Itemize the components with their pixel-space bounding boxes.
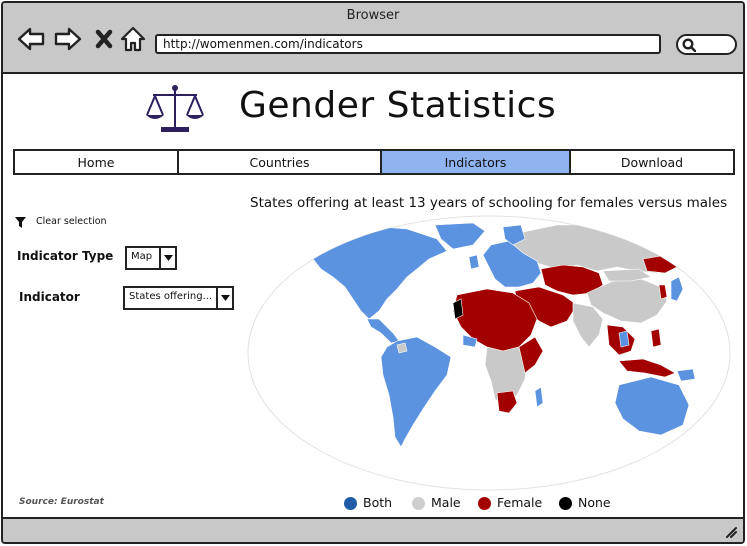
filter-icon (15, 217, 26, 228)
region-new-zealand[interactable] (700, 426, 710, 446)
search-icon (682, 38, 696, 52)
region-scandinavia[interactable] (502, 224, 526, 246)
legend-dot (412, 497, 425, 510)
legend-label: None (578, 495, 611, 510)
resize-grip-icon[interactable] (723, 524, 737, 538)
legend-label: Both (363, 495, 393, 510)
legend-dot (478, 497, 491, 510)
forward-arrow-icon[interactable] (54, 25, 82, 53)
browser-chrome: Browser http://womenmen.com/indicators (3, 3, 743, 74)
indicator-select[interactable]: States offering... (123, 286, 234, 310)
search-field[interactable] (676, 34, 737, 55)
back-arrow-icon[interactable] (17, 25, 45, 53)
region-north-america[interactable] (304, 224, 448, 320)
chevron-down-icon[interactable] (216, 286, 234, 310)
balance-scale-icon (146, 85, 204, 132)
indicator-label: Indicator (19, 290, 80, 304)
region-philippines[interactable] (650, 328, 662, 348)
source-note: Source: Eurostat (19, 497, 104, 507)
region-greenland[interactable] (434, 222, 486, 250)
region-australia[interactable] (614, 376, 690, 436)
clear-selection-label: Clear selection (36, 216, 107, 227)
region-japan[interactable] (670, 276, 684, 302)
region-east-africa[interactable] (518, 336, 544, 374)
home-icon[interactable] (119, 25, 147, 53)
region-west-africa-black[interactable] (452, 298, 464, 320)
legend-dot (344, 497, 357, 510)
region-indonesia[interactable] (618, 358, 676, 378)
legend-dot (559, 497, 572, 510)
tab-indicators[interactable]: Indicators (382, 151, 571, 173)
region-korea[interactable] (658, 284, 668, 300)
region-southern-africa[interactable] (496, 390, 518, 414)
page-title: Gender Statistics (239, 85, 557, 126)
tab-home[interactable]: Home (15, 151, 179, 173)
map-title: States offering at least 13 years of sch… (250, 195, 728, 211)
region-mongolia[interactable] (602, 268, 652, 282)
tab-countries[interactable]: Countries (179, 151, 382, 173)
indicator-value: States offering... (129, 291, 213, 302)
status-bar (3, 517, 743, 542)
indicator-type-label: Indicator Type (17, 249, 114, 263)
region-south-asia[interactable] (572, 302, 604, 348)
region-europe[interactable] (482, 240, 542, 288)
legend-label: Female (497, 495, 543, 510)
browser-title: Browser (346, 8, 400, 23)
region-west-africa-blue[interactable] (462, 334, 478, 348)
region-uk[interactable] (468, 254, 480, 270)
chevron-down-icon[interactable] (159, 246, 177, 270)
region-south-america[interactable] (380, 336, 452, 448)
region-south-america-grey[interactable] (396, 342, 408, 354)
region-png[interactable] (676, 368, 696, 382)
indicator-type-select[interactable]: Map (125, 246, 177, 270)
main-nav: Home Countries Indicators Download (13, 149, 735, 175)
url-input[interactable]: http://womenmen.com/indicators (155, 34, 661, 54)
tab-download[interactable]: Download (620, 155, 684, 170)
region-indochina[interactable] (618, 330, 630, 348)
close-icon[interactable] (91, 25, 119, 53)
world-map[interactable] (247, 215, 731, 491)
legend-label: Male (431, 495, 461, 510)
region-central-africa[interactable] (484, 346, 528, 406)
indicator-type-value: Map (131, 251, 153, 262)
region-madagascar[interactable] (534, 386, 544, 408)
